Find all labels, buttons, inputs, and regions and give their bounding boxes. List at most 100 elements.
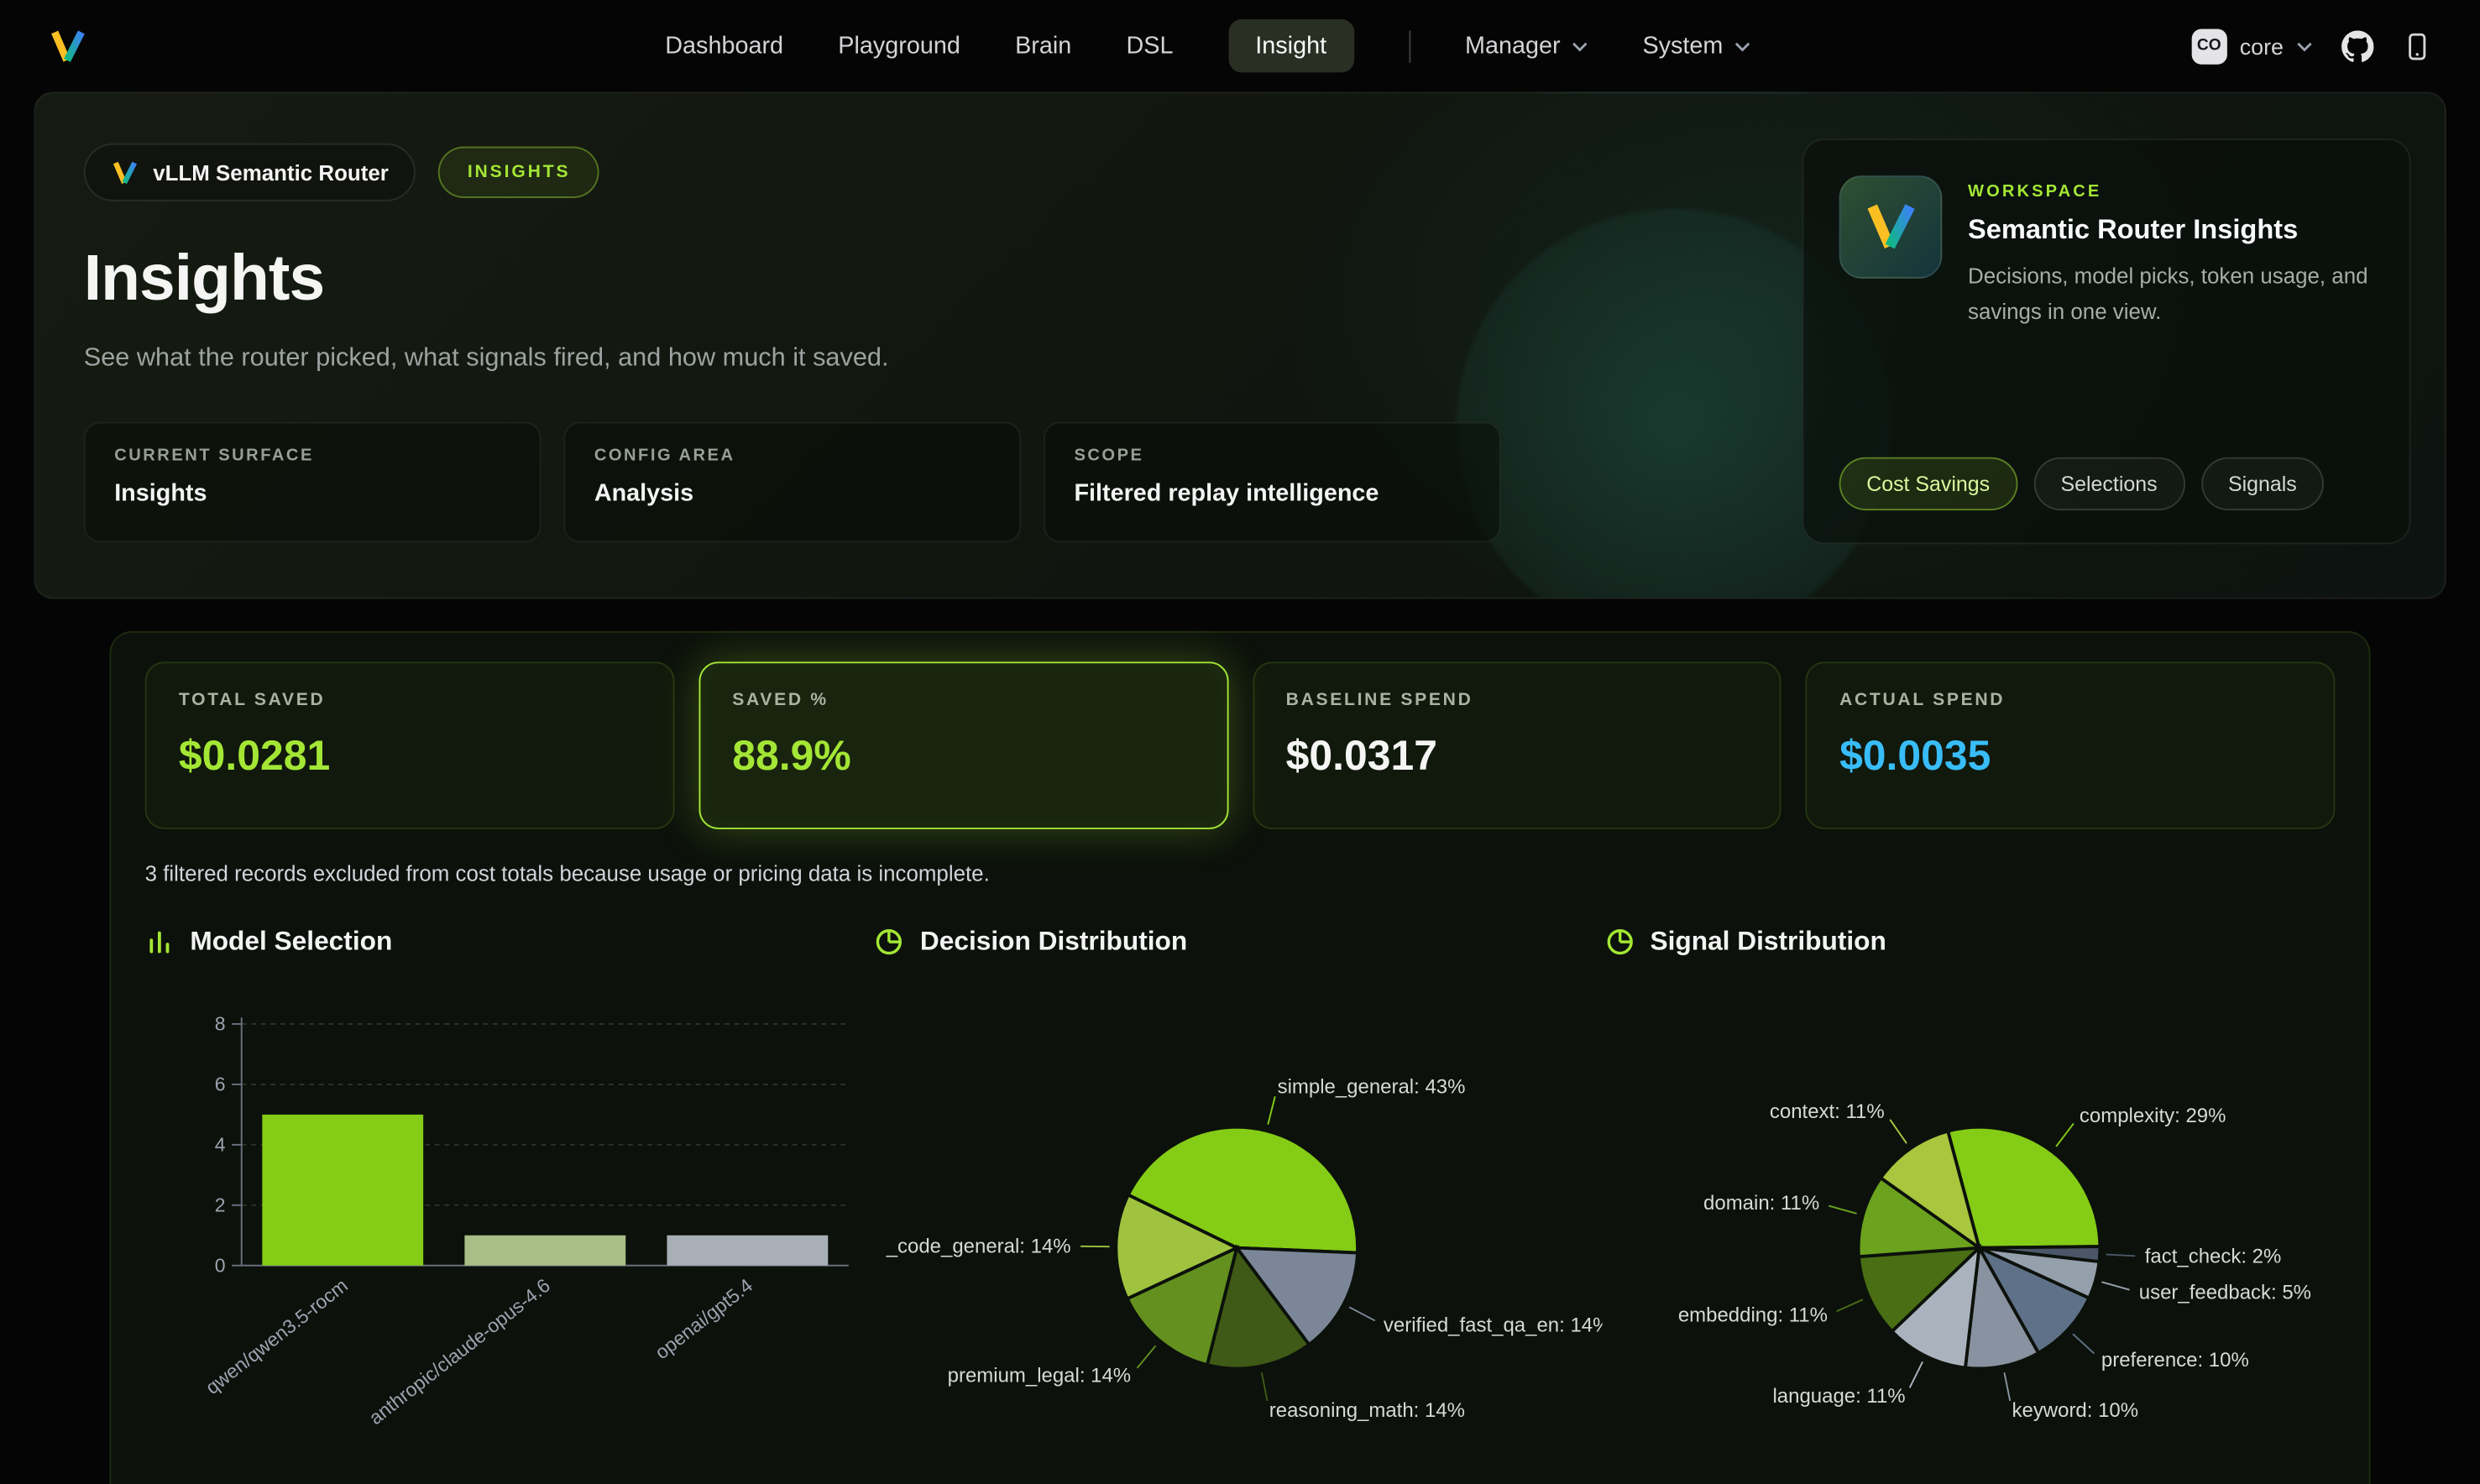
nav-dsl[interactable]: DSL bbox=[1126, 32, 1174, 60]
pie-label: premium_legal: 14% bbox=[948, 1364, 1132, 1387]
insights-panel: TOTAL SAVED $0.0281 SAVED % 88.9% BASELI… bbox=[109, 630, 2371, 1484]
pie-label: domain: 11% bbox=[1703, 1192, 1818, 1215]
pie-slice-domain bbox=[1856, 1175, 1984, 1259]
y-axis-tick-label: 8 bbox=[215, 1013, 226, 1035]
y-axis-tick-label: 2 bbox=[215, 1194, 226, 1215]
navbar: Dashboard Playground Brain DSL Insight M… bbox=[0, 0, 2480, 92]
workspace-eyebrow: WORKSPACE bbox=[1968, 181, 2102, 201]
pie-slice-reasoning_math bbox=[1206, 1244, 1312, 1371]
nav-system-label: System bbox=[1642, 32, 1724, 60]
nav-manager-menu[interactable]: Manager bbox=[1465, 32, 1588, 60]
stat-value: $0.0035 bbox=[1839, 730, 1991, 780]
config-area-card: CONFIG AREA Analysis bbox=[563, 421, 1022, 543]
pie-label-line bbox=[1261, 1372, 1269, 1402]
chip-signals[interactable]: Signals bbox=[2200, 457, 2325, 511]
chart-title: Model Selection bbox=[190, 926, 393, 956]
pie-label: preference: 10% bbox=[2101, 1349, 2248, 1372]
pie-slice-complexity bbox=[1945, 1125, 2101, 1250]
insights-badge: INSIGHTS bbox=[438, 146, 600, 198]
page-title: Insights bbox=[83, 243, 325, 315]
card-value: Filtered replay intelligence bbox=[1074, 479, 1379, 508]
pie-label: reasoning_math: 14% bbox=[1269, 1399, 1465, 1422]
pie-slice-keyword bbox=[1963, 1242, 2041, 1371]
app-logo-icon[interactable] bbox=[49, 27, 87, 65]
chevron-down-icon bbox=[1734, 41, 1750, 51]
nav-playground[interactable]: Playground bbox=[838, 32, 960, 60]
pie-chart-icon bbox=[1606, 928, 1633, 955]
pie-label: user_feedback: 5% bbox=[2138, 1281, 2310, 1304]
pie-label-line bbox=[2002, 1372, 2011, 1402]
pie-label-line bbox=[1137, 1345, 1157, 1369]
stat-label: TOTAL SAVED bbox=[178, 690, 326, 710]
mobile-device-icon[interactable] bbox=[2403, 31, 2432, 60]
card-value: Analysis bbox=[594, 479, 694, 508]
pie-slice-verified_fast_qa_en bbox=[1233, 1246, 1360, 1347]
stat-value: $0.0281 bbox=[178, 730, 331, 780]
app-logo-icon bbox=[1867, 204, 1915, 249]
stat-label: BASELINE SPEND bbox=[1285, 690, 1473, 710]
github-icon[interactable] bbox=[2341, 29, 2374, 61]
pie-label-line bbox=[2106, 1253, 2135, 1257]
bar-chart-icon bbox=[149, 931, 170, 954]
signal-distribution-pie-chart: complexity: 29% fact_check: 2% user_feedba… bbox=[1677, 1100, 2310, 1422]
app-badge-label: vLLM Semantic Router bbox=[153, 159, 389, 185]
x-axis-category-label: anthropic/claude-opus-4.6 bbox=[364, 1274, 554, 1429]
nav-brain[interactable]: Brain bbox=[1015, 32, 1072, 60]
decision-distribution-pie-chart: simple_general: 43% verified_fast_qa_en: … bbox=[886, 1076, 1604, 1422]
x-axis-category-label: qwen/qwen3.5-rocm bbox=[201, 1274, 352, 1398]
chip-cost-savings[interactable]: Cost Savings bbox=[1839, 457, 2017, 511]
context-cards: CURRENT SURFACE Insights CONFIG AREA Ana… bbox=[83, 421, 2397, 543]
pie-slice-premium_legal bbox=[1125, 1245, 1240, 1367]
card-label: CONFIG AREA bbox=[594, 446, 735, 466]
y-axis-tick-label: 0 bbox=[215, 1254, 226, 1276]
chart-title: Signal Distribution bbox=[1650, 926, 1886, 956]
pie-label-line bbox=[2101, 1281, 2130, 1291]
pie-label-line bbox=[1908, 1361, 1923, 1388]
bar bbox=[464, 1235, 626, 1266]
workspace-card: WORKSPACE Semantic Router Insights Decis… bbox=[1802, 138, 2411, 545]
pie-label: embedding: 11% bbox=[1677, 1304, 1827, 1327]
nav-insight[interactable]: Insight bbox=[1227, 19, 1354, 73]
main-nav: Dashboard Playground Brain DSL Insight M… bbox=[665, 19, 1750, 73]
pie-label: _code_general: 14% bbox=[886, 1235, 1071, 1257]
pie-slice-embedding bbox=[1856, 1246, 1983, 1334]
nav-system-menu[interactable]: System bbox=[1642, 32, 1750, 60]
scope-card: SCOPE Filtered replay intelligence bbox=[1043, 421, 1501, 543]
chip-selections[interactable]: Selections bbox=[2033, 457, 2185, 511]
workspace-logo bbox=[1839, 175, 1943, 279]
pie-label-line bbox=[1835, 1298, 1863, 1313]
workspace-description: Decisions, model picks, token usage, and… bbox=[1968, 264, 2368, 323]
pie-label: verified_fast_qa_en: 14% bbox=[1384, 1314, 1604, 1336]
decision-distribution-chart: Decision Distribution simple_general: 43… bbox=[875, 924, 1605, 1484]
account-badge: CO bbox=[2191, 28, 2227, 64]
pie-label: complexity: 29% bbox=[2079, 1105, 2226, 1127]
account-switcher[interactable]: CO core bbox=[2191, 28, 2312, 64]
stat-saved-percent[interactable]: SAVED % 88.9% bbox=[698, 661, 1228, 829]
card-label: CURRENT SURFACE bbox=[114, 446, 314, 466]
pie-slice-preference bbox=[1975, 1244, 2091, 1356]
hero-section: vLLM Semantic Router INSIGHTS Insights S… bbox=[34, 91, 2446, 599]
stat-baseline-spend[interactable]: BASELINE SPEND $0.0317 bbox=[1252, 661, 1782, 829]
chevron-down-icon bbox=[1572, 41, 1588, 51]
stat-actual-spend[interactable]: ACTUAL SPEND $0.0035 bbox=[1805, 661, 2336, 829]
account-name: core bbox=[2239, 33, 2284, 60]
model-selection-bar-chart: 0 2 4 6 8 qwen/qwen3.5-rocm anthropic/claude-o… bbox=[201, 1013, 849, 1429]
workspace-chips: Cost Savings Selections Signals bbox=[1839, 457, 2325, 511]
filtered-records-note: 3 filtered records excluded from cost to… bbox=[144, 861, 990, 886]
pie-slice-_code_general bbox=[1115, 1192, 1242, 1301]
stat-total-saved[interactable]: TOTAL SAVED $0.0281 bbox=[144, 661, 675, 829]
chart-title: Decision Distribution bbox=[919, 926, 1188, 956]
current-surface-card: CURRENT SURFACE Insights bbox=[83, 421, 542, 543]
stat-value: $0.0317 bbox=[1285, 730, 1437, 780]
stats-row: TOTAL SAVED $0.0281 SAVED % 88.9% BASELI… bbox=[144, 661, 2336, 829]
pie-label-line bbox=[2054, 1122, 2075, 1147]
pie-chart-icon bbox=[876, 928, 903, 955]
nav-dashboard[interactable]: Dashboard bbox=[665, 32, 784, 60]
pie-label: language: 11% bbox=[1772, 1385, 1905, 1408]
chevron-down-icon bbox=[2297, 41, 2312, 51]
pie-slice-context bbox=[1877, 1129, 1982, 1252]
nav-manager-label: Manager bbox=[1465, 32, 1561, 60]
app-badge[interactable]: vLLM Semantic Router bbox=[83, 143, 416, 201]
pie-label: simple_general: 43% bbox=[1278, 1076, 1466, 1099]
